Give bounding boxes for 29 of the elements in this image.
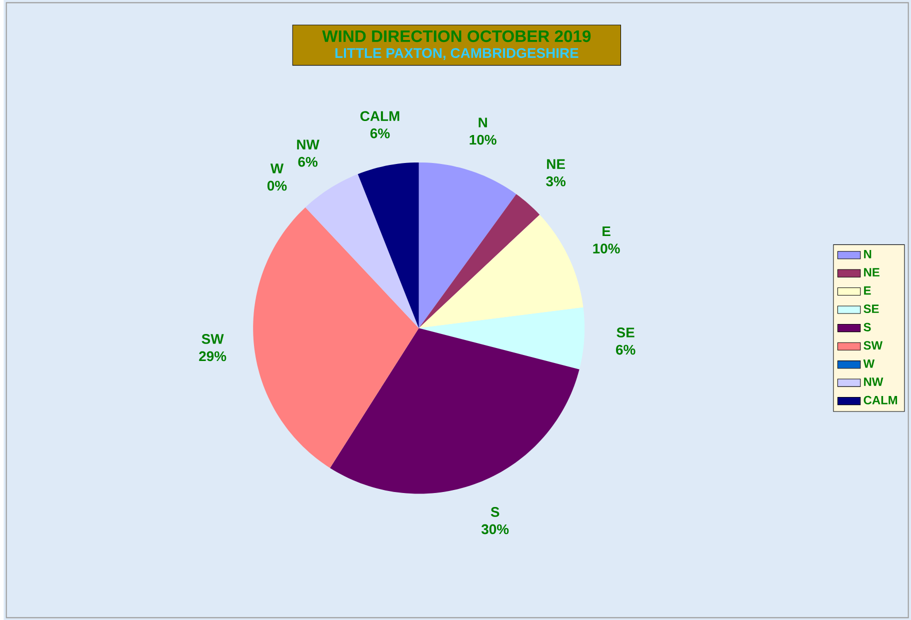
data-label: 30%	[481, 524, 509, 534]
chart-subtitle: LITTLE PAXTON, CAMBRIDGESHIRE	[335, 48, 578, 60]
legend-label: E	[864, 286, 871, 294]
legend-label: SW	[864, 341, 883, 350]
slice-label: NW	[297, 140, 320, 150]
category-label: W	[270, 164, 284, 174]
data-label: 10%	[470, 134, 496, 145]
slice-label: SE	[616, 327, 634, 338]
slice-label: SW	[202, 334, 224, 344]
slice-label: NE	[547, 159, 565, 169]
data-label: 6%	[370, 128, 390, 138]
slice-label: S	[490, 506, 500, 517]
legend-label: W	[863, 359, 875, 368]
legend-label: NW	[864, 378, 884, 386]
slice-label: N	[478, 118, 487, 128]
legend-label: S	[864, 322, 871, 332]
legend-label: N	[864, 250, 872, 258]
data-label: 6%	[616, 344, 636, 355]
chart-title: WIND DIRECTION OCTOBER 2019	[322, 30, 591, 42]
data-label: 3%	[546, 176, 566, 186]
legend-label: SE	[864, 304, 879, 313]
text: 0%	[267, 180, 287, 190]
data-label: 6%	[298, 156, 318, 167]
slice-label: E	[602, 226, 610, 236]
slice-label: CALM	[360, 110, 400, 121]
legend-label: CALM	[864, 396, 898, 404]
data-label: 29%	[199, 351, 226, 362]
data-label: 10%	[593, 243, 620, 254]
legend-label: NE	[864, 268, 880, 276]
